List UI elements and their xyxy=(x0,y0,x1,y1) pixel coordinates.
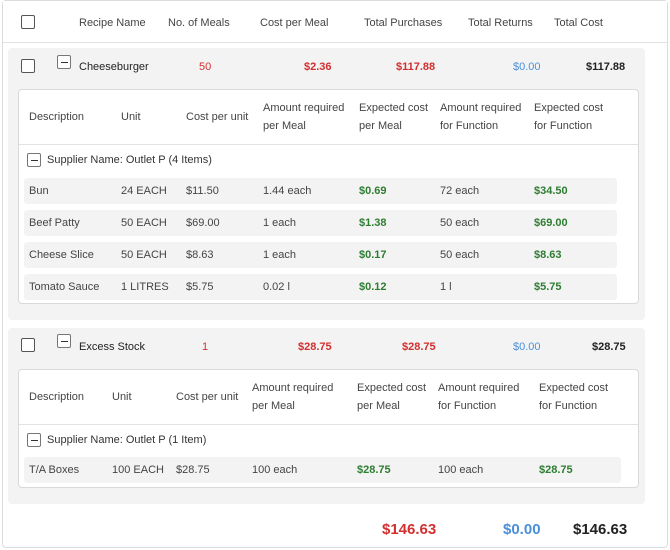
recipe-name: Cheeseburger xyxy=(79,61,149,73)
col-amount-required-per-meal[interactable]: Amount required per Meal xyxy=(252,382,334,412)
col-amount-required-per-meal[interactable]: Amount required per Meal xyxy=(263,102,345,132)
col-expected-cost-for-function[interactable]: Expected cost for Function xyxy=(534,102,604,132)
item-expected-cost-per-meal: $28.75 xyxy=(357,464,391,476)
recipe-group-excess-stock: Excess Stock 1 $28.75 $28.75 $0.00 $28.7… xyxy=(8,328,645,504)
item-unit: 50 EACH xyxy=(121,217,167,229)
table-header: Recipe Name No. of Meals Cost per Meal T… xyxy=(3,1,667,43)
header-no-of-meals[interactable]: No. of Meals xyxy=(168,17,230,29)
recipe-total-returns: $0.00 xyxy=(513,61,541,73)
recipe-total-purchases: $117.88 xyxy=(396,61,436,73)
item-cost-per-unit: $11.50 xyxy=(186,185,219,197)
supplier-group-label: Supplier Name: Outlet P (4 Items) xyxy=(47,154,212,166)
ingredient-table: Description Unit Cost per unit Amount re… xyxy=(18,369,639,488)
supplier-collapse-toggle-icon[interactable] xyxy=(27,153,41,167)
item-amount-for-function: 50 each xyxy=(440,217,480,229)
item-amount-per-meal: 1 each xyxy=(263,217,297,229)
item-unit: 1 LITRES xyxy=(121,281,169,293)
item-expected-cost-per-meal: $0.12 xyxy=(359,281,387,293)
header-cost-per-meal[interactable]: Cost per Meal xyxy=(260,17,329,29)
item-unit: 24 EACH xyxy=(121,185,167,197)
col-cost-per-unit[interactable]: Cost per unit xyxy=(176,391,239,403)
item-expected-cost-for-function: $69.00 xyxy=(534,217,568,229)
table-row[interactable]: Bun 24 EACH $11.50 1.44 each $0.69 72 ea… xyxy=(24,178,617,204)
item-unit: 100 EACH xyxy=(112,464,164,476)
item-cost-per-unit: $8.63 xyxy=(186,249,214,261)
recipe-name: Excess Stock xyxy=(79,341,146,353)
item-expected-cost-per-meal: $0.69 xyxy=(359,185,387,197)
recipe-meals: 1 xyxy=(202,341,209,353)
col-description[interactable]: Description xyxy=(29,391,85,403)
recipe-checkbox[interactable] xyxy=(21,338,35,352)
item-amount-per-meal: 1 each xyxy=(263,249,297,261)
item-description: T/A Boxes xyxy=(29,464,80,476)
collapse-toggle-icon[interactable] xyxy=(57,334,71,348)
item-description: Bun xyxy=(29,185,49,197)
col-description[interactable]: Description xyxy=(29,111,85,123)
table-row[interactable]: Beef Patty 50 EACH $69.00 1 each $1.38 5… xyxy=(24,210,617,236)
item-description: Beef Patty xyxy=(29,217,80,229)
item-amount-per-meal: 100 each xyxy=(252,464,298,476)
item-cost-per-unit: $69.00 xyxy=(186,217,220,229)
table-row[interactable]: T/A Boxes 100 EACH $28.75 100 each $28.7… xyxy=(24,457,621,483)
item-amount-for-function: 50 each xyxy=(440,249,480,261)
col-unit[interactable]: Unit xyxy=(121,111,141,123)
item-amount-for-function: 100 each xyxy=(438,464,484,476)
recipe-total-cost: $117.88 xyxy=(586,61,626,73)
grand-total-purchases: $146.63 xyxy=(382,521,437,538)
item-expected-cost-for-function: $28.75 xyxy=(539,464,573,476)
totals-row: $146.63 $0.00 $146.63 xyxy=(3,510,667,548)
recipe-checkbox[interactable] xyxy=(21,59,35,73)
col-amount-required-for-function[interactable]: Amount required for Function xyxy=(438,382,520,412)
recipe-total-returns: $0.00 xyxy=(513,341,541,353)
col-expected-cost-for-function[interactable]: Expected cost for Function xyxy=(539,382,609,412)
header-total-returns[interactable]: Total Returns xyxy=(468,17,533,29)
header-recipe-name[interactable]: Recipe Name xyxy=(79,17,146,29)
item-description: Cheese Slice xyxy=(29,249,94,261)
item-amount-for-function: 1 l xyxy=(440,281,452,293)
select-all-checkbox[interactable] xyxy=(21,15,35,29)
ingredient-table: Description Unit Cost per unit Amount re… xyxy=(18,89,639,304)
grand-total-cost: $146.63 xyxy=(573,521,628,538)
recipe-cost-per-meal: $2.36 xyxy=(304,61,332,73)
ingredient-table-header: Description Unit Cost per unit Amount re… xyxy=(19,90,638,145)
ingredient-table-header: Description Unit Cost per unit Amount re… xyxy=(19,370,638,425)
item-description: Tomato Sauce xyxy=(29,281,100,293)
collapse-toggle-icon[interactable] xyxy=(57,55,71,69)
col-expected-cost-per-meal[interactable]: Expected cost per Meal xyxy=(359,102,429,132)
item-expected-cost-for-function: $34.50 xyxy=(534,185,568,197)
table-row[interactable]: Tomato Sauce 1 LITRES $5.75 0.02 l $0.12… xyxy=(24,274,617,300)
col-amount-required-for-function[interactable]: Amount required for Function xyxy=(440,102,522,132)
item-amount-per-meal: 1.44 each xyxy=(263,185,312,197)
item-amount-for-function: 72 each xyxy=(440,185,480,197)
item-expected-cost-per-meal: $0.17 xyxy=(359,249,387,261)
header-total-cost[interactable]: Total Cost xyxy=(554,17,603,29)
item-expected-cost-for-function: $8.63 xyxy=(534,249,562,261)
recipe-total-cost: $28.75 xyxy=(592,341,626,353)
grand-total-returns: $0.00 xyxy=(503,521,541,538)
item-expected-cost-for-function: $5.75 xyxy=(534,281,562,293)
item-expected-cost-per-meal: $1.38 xyxy=(359,217,387,229)
item-cost-per-unit: $5.75 xyxy=(186,281,214,293)
recipe-cost-per-meal: $28.75 xyxy=(298,341,332,353)
item-amount-per-meal: 0.02 l xyxy=(263,281,290,293)
supplier-collapse-toggle-icon[interactable] xyxy=(27,433,41,447)
supplier-group-label: Supplier Name: Outlet P (1 Item) xyxy=(47,434,207,446)
recipe-group-cheeseburger: Cheeseburger 50 $2.36 $117.88 $0.00 $117… xyxy=(8,48,645,320)
recipe-total-purchases: $28.75 xyxy=(402,341,436,353)
col-cost-per-unit[interactable]: Cost per unit xyxy=(186,111,249,123)
item-unit: 50 EACH xyxy=(121,249,167,261)
col-expected-cost-per-meal[interactable]: Expected cost per Meal xyxy=(357,382,427,412)
item-cost-per-unit: $28.75 xyxy=(176,464,210,476)
table-row[interactable]: Cheese Slice 50 EACH $8.63 1 each $0.17 … xyxy=(24,242,617,268)
col-unit[interactable]: Unit xyxy=(112,391,132,403)
recipe-meals: 50 xyxy=(199,61,212,73)
header-total-purchases[interactable]: Total Purchases xyxy=(364,17,443,29)
